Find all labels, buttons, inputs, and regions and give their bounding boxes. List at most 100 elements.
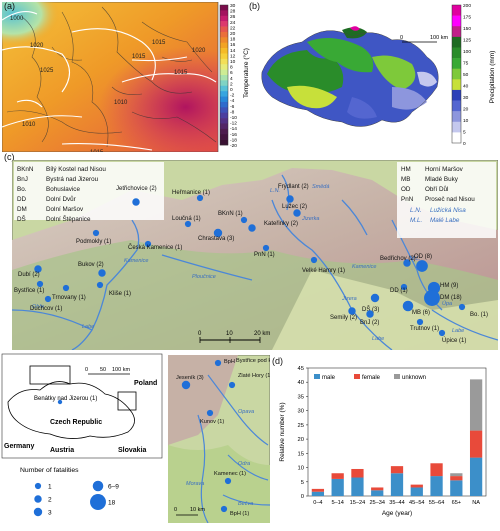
fatality-marker — [438, 329, 446, 337]
place-label: Podmokly (1) — [76, 239, 111, 245]
colorbar-swatch — [452, 47, 461, 59]
panel-label: (a) — [4, 1, 15, 11]
fatality-marker — [214, 359, 222, 367]
fatality-marker — [132, 198, 140, 206]
bar-male — [469, 457, 483, 496]
fatality-marker — [458, 303, 466, 311]
colorbar-swatch — [220, 123, 228, 130]
colorbar-swatch — [452, 26, 461, 38]
river-label: Úpa — [442, 300, 452, 307]
legend-name: Bílý Kostel nad Nisou — [46, 166, 106, 173]
fatality-marker — [293, 209, 301, 217]
river-label: Labe — [372, 336, 384, 342]
isobar-label: 1015 — [174, 70, 188, 76]
fatality-legend: 1 2 3 6–9 18 — [33, 480, 119, 517]
colorbar-tick: -20 — [230, 143, 237, 149]
place-label: Bystřice pod Hostýnem — [236, 358, 270, 364]
fatality-marker — [402, 300, 414, 312]
colorbar-swatch — [220, 15, 228, 22]
panel-c: Kamenice Labe Ohře Jizera Jizerka Kameni… — [11, 159, 499, 351]
bar-female — [371, 487, 384, 491]
colorbar-swatch — [220, 31, 228, 38]
fatality-markers: Heřmanice (1) Frýdlant (2) Lužec (2) Jetřic… — [14, 184, 488, 344]
legend-swatch — [314, 374, 320, 379]
fatality-marker — [403, 259, 411, 267]
country-overview-map: 0 50 100 km Poland Germany Czech Republi… — [1, 353, 163, 517]
legend-abbr: PnN — [401, 196, 414, 203]
place-label: Benátky nad Jizerou (1) — [34, 396, 97, 402]
fatality-marker — [181, 380, 191, 390]
legend-marker — [33, 507, 43, 517]
legend-abbr: MB — [401, 176, 410, 183]
fatality-legend-title: Number of fatalities — [20, 467, 79, 474]
place-label: BpH — [224, 359, 235, 365]
isobar-label: 1010 — [22, 122, 36, 128]
bar-male — [450, 480, 463, 496]
panel-a: 1000 1015 1020 1025 1015 1010 1015 1015 … — [1, 1, 252, 156]
colorbar-swatch — [452, 132, 461, 144]
y-tick-label: 0 — [301, 494, 304, 500]
fatality-marker — [196, 194, 204, 202]
fatality-marker — [44, 295, 52, 303]
colorbar-tick: 5 — [463, 130, 466, 136]
colorbar-tick: 20 — [230, 31, 236, 37]
scale-label: 0 — [198, 331, 202, 337]
fatality-marker — [366, 310, 374, 318]
place-label: Jeseník (3) — [176, 375, 204, 381]
x-tick-label: 0–4 — [313, 500, 322, 506]
legend-marker — [34, 495, 42, 503]
colorbar-swatch — [220, 112, 228, 119]
x-tick-label: NA — [472, 500, 480, 506]
colorbar-tick: 24 — [230, 20, 236, 26]
legend-marker — [92, 480, 104, 492]
colorbar-tick: -2 — [230, 93, 235, 99]
fatality-marker — [262, 244, 270, 252]
place-label: BKnN (1) — [218, 211, 243, 217]
country-label: Austria — [50, 447, 74, 454]
fatality-marker — [36, 280, 44, 288]
bar-female — [450, 476, 463, 481]
place-label: Bo. (1) — [470, 312, 488, 318]
scale-bar-c: 0 10 20 km — [198, 331, 270, 343]
scale-label: 10 km — [190, 507, 205, 513]
place-label: Dubí (2) — [18, 272, 40, 278]
bar-male — [410, 487, 423, 496]
fatality-marker — [96, 281, 104, 289]
bar-female — [390, 466, 404, 474]
fatality-marker — [92, 229, 100, 237]
colorbar-tick: 12 — [230, 53, 236, 59]
colorbar-swatch — [220, 101, 228, 108]
fatality-marker — [57, 399, 63, 405]
bar-female — [430, 463, 443, 477]
scale-label: 0 — [400, 35, 403, 41]
fatality-marker — [286, 195, 294, 203]
y-tick-label: 25 — [298, 423, 304, 429]
river-label: Kamenice — [352, 264, 376, 270]
colorbar-swatch — [220, 107, 228, 113]
colorbar-swatch — [220, 26, 228, 33]
place-label: BpH (1) — [230, 511, 249, 517]
fatality-marker — [416, 260, 428, 272]
place-label: Bukov (2) — [78, 262, 104, 268]
place-label: Kliše (1) — [109, 291, 131, 297]
colorbar-tick: 28 — [230, 9, 236, 15]
x-axis-label: Age (year) — [382, 510, 412, 517]
country-label: Poland — [134, 380, 157, 387]
colorbar-swatch — [452, 15, 461, 27]
colorbar-swatch — [220, 21, 228, 27]
bar-female — [469, 430, 483, 458]
colorbar-swatch — [220, 5, 228, 11]
panel-label: (d) — [272, 356, 283, 366]
colorbar-tick: 0 — [463, 141, 466, 147]
scale-label: 20 km — [254, 331, 270, 337]
colorbar-tick: 18 — [230, 37, 236, 43]
legend-marker — [34, 482, 42, 490]
colorbar-tick: 20 — [463, 107, 469, 113]
legend-name: Bohuslavice — [46, 186, 80, 193]
colorbar-tick: -6 — [230, 104, 235, 110]
legend-name: Dolní Dvůr — [46, 195, 76, 203]
river-label: Labe — [82, 324, 94, 330]
colorbar-tick: -10 — [230, 115, 237, 121]
